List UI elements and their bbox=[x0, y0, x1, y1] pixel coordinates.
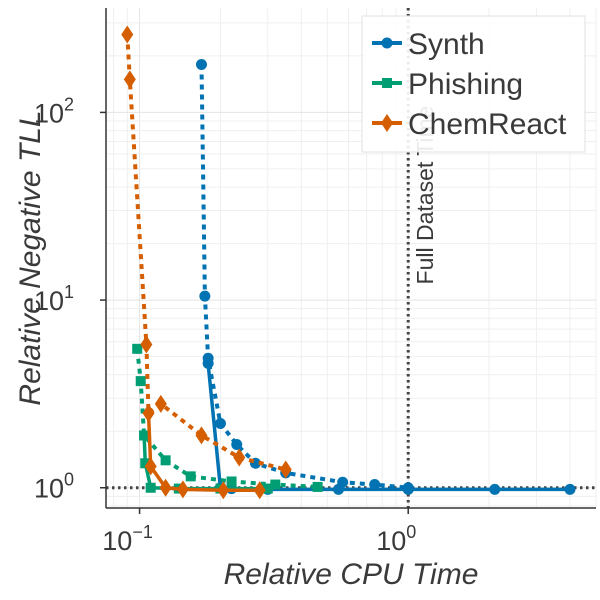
series-chemreact-point bbox=[140, 335, 153, 354]
series-chemreact-point bbox=[142, 404, 155, 423]
series-phishing-point bbox=[139, 430, 150, 441]
series-chemreact-point bbox=[176, 480, 189, 499]
series-chemreact-solid-line bbox=[146, 413, 260, 492]
x-tick-label: 10−1 bbox=[102, 522, 153, 556]
series-chemreact-point bbox=[121, 25, 134, 44]
y-tick-label: 101 bbox=[34, 282, 74, 316]
legend-label-phishing: Phishing bbox=[408, 68, 523, 101]
series-chemreact-point bbox=[217, 481, 230, 500]
legend-marker-shape bbox=[381, 114, 393, 132]
series-synth-point bbox=[199, 290, 211, 302]
legend-label-synth: Synth bbox=[408, 28, 485, 61]
legend-marker-synth bbox=[381, 37, 393, 49]
series-chemreact-point bbox=[154, 394, 167, 413]
series-chemreact-point bbox=[233, 448, 246, 467]
x-axis-title: Relative CPU Time bbox=[224, 558, 479, 591]
legend-label-chemreact: ChemReact bbox=[408, 108, 567, 141]
series-chemreact bbox=[121, 25, 292, 500]
series-chemreact-point bbox=[195, 426, 208, 445]
legend-marker-chemreact bbox=[381, 114, 393, 132]
series-synth-dashed-line bbox=[199, 64, 409, 490]
series-phishing-point bbox=[185, 471, 196, 482]
legend-entry-synth: Synth bbox=[372, 28, 485, 61]
axes bbox=[100, 8, 596, 514]
series-synth-point bbox=[564, 483, 576, 495]
series-phishing-point bbox=[270, 479, 281, 490]
y-tick-label: 102 bbox=[34, 94, 74, 128]
series-chemreact-point bbox=[123, 70, 136, 89]
legend-entry-phishing: Phishing bbox=[372, 68, 523, 101]
legend-marker-phishing bbox=[382, 78, 392, 88]
series-synth-point bbox=[231, 439, 243, 451]
series-chemreact-point bbox=[279, 460, 292, 479]
series-phishing-dashed-line bbox=[135, 348, 318, 489]
series-synth-point bbox=[214, 417, 226, 429]
series-synth-point bbox=[195, 58, 207, 70]
series-synth-point bbox=[369, 479, 381, 491]
series-synth-point bbox=[489, 483, 501, 495]
series-phishing-point bbox=[312, 481, 323, 492]
series-phishing-point bbox=[132, 343, 143, 354]
series-phishing-point bbox=[262, 483, 273, 494]
series-layer bbox=[121, 25, 576, 500]
y-tick-label: 100 bbox=[34, 470, 74, 504]
legend-marker-shape bbox=[381, 37, 393, 49]
series-chemreact-point bbox=[159, 478, 172, 497]
x-tick-label: 100 bbox=[376, 522, 416, 556]
tick-labels: 10−1 100 100 101 102 bbox=[34, 94, 416, 556]
series-chemreact-point bbox=[144, 457, 157, 476]
series-phishing-point bbox=[226, 476, 237, 487]
series-phishing-point bbox=[140, 458, 151, 469]
series-chemreact-dashed-line bbox=[125, 34, 287, 472]
legend-marker-shape bbox=[382, 78, 392, 88]
series-chemreact-point bbox=[253, 481, 266, 500]
series-synth-point bbox=[202, 357, 214, 369]
series-synth-point bbox=[402, 483, 414, 495]
y-axis-title: Relative Negative TLL bbox=[14, 110, 47, 405]
series-phishing-point bbox=[145, 482, 156, 493]
series-phishing-point bbox=[160, 455, 171, 466]
legend-entry-chemreact: ChemReact bbox=[372, 108, 567, 141]
series-phishing-point bbox=[135, 376, 146, 387]
series-synth-point bbox=[332, 483, 344, 495]
legend: Synth Phishing ChemReact bbox=[361, 15, 586, 153]
